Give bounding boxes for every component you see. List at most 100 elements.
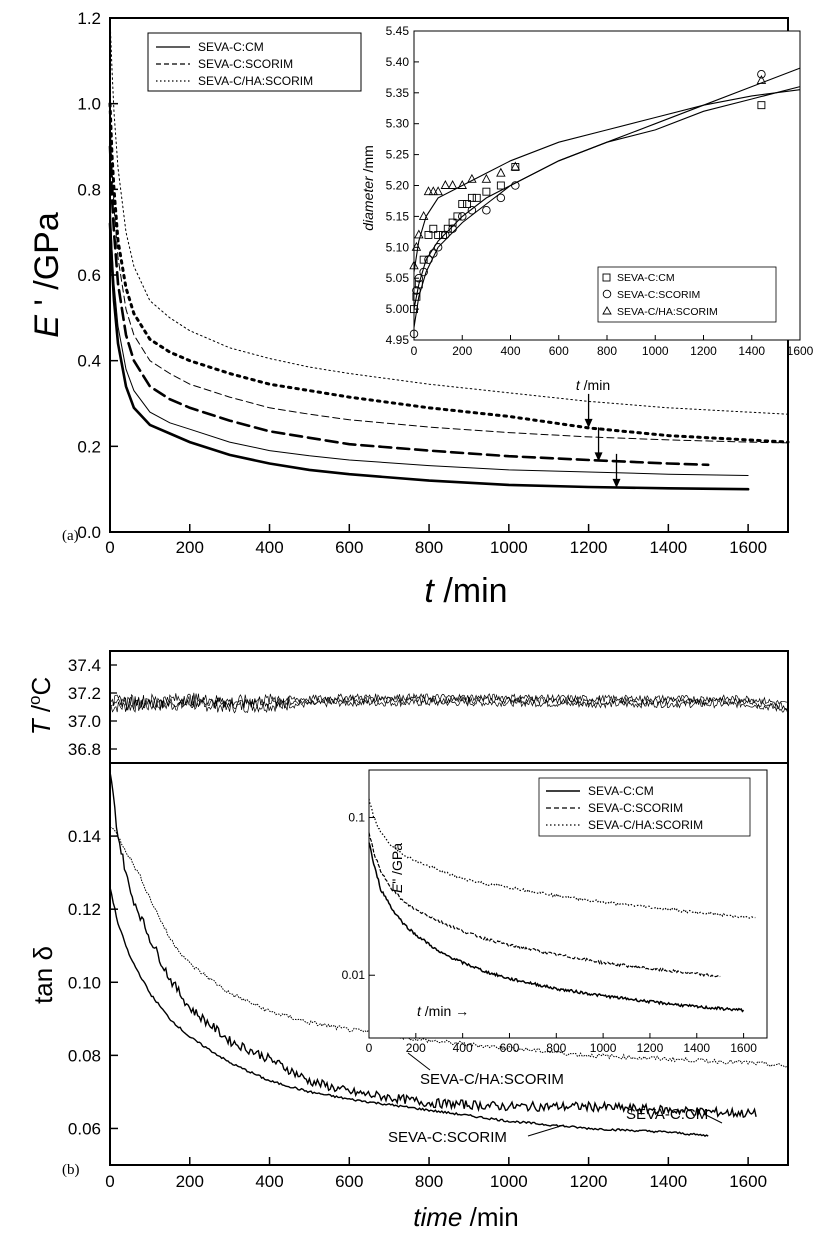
temp-ytick-label: 37.2 — [68, 684, 101, 703]
panel-b-ytick-label: 0.12 — [68, 900, 101, 919]
inset-a-point-circle — [482, 205, 491, 215]
inset-a-point-triangle — [409, 260, 419, 270]
inset-a-point-square — [453, 212, 462, 221]
inset-a-point-square — [467, 193, 476, 202]
legend-label-ha-scorim: SEVA-C/HA:SCORIM — [198, 74, 313, 88]
inset-a-xtick-label: 1200 — [690, 344, 717, 358]
panel-b-annotation-pointer — [407, 1052, 431, 1071]
panel-b-xtick-label: 1600 — [729, 1172, 767, 1191]
inset-a-point-square — [458, 200, 467, 208]
panel-b-series-annotation: SEVA-C/HA:SCORIM — [420, 1071, 564, 1088]
inset-a-point-triangle — [414, 229, 424, 239]
inset-a-point-square — [472, 193, 481, 202]
panel-a-ytick-label: 1.0 — [77, 95, 101, 114]
inset-a-point-circle — [467, 205, 477, 215]
inset-a-point-circle — [458, 212, 467, 221]
inset-a-xtick-label: 400 — [500, 344, 520, 358]
inset-a-point-triangle — [457, 180, 467, 189]
panel-b-annotation-pointer — [703, 1113, 723, 1124]
panel-a-series-line — [109, 120, 789, 444]
temperature-trace — [109, 698, 788, 714]
panel-b-ylabel: tan δ — [28, 946, 58, 1004]
panel-a-xtick-label: 800 — [415, 538, 443, 557]
inset-a-point-square — [419, 255, 428, 264]
panel-a-xtick-label: 0 — [105, 538, 114, 557]
panel-b-series-line — [109, 826, 789, 1068]
panel-b-xtick-label: 200 — [176, 1172, 204, 1191]
panel-a-legend-box — [147, 32, 362, 92]
inset-a-point-triangle — [423, 186, 434, 196]
inset-b-series-line — [368, 842, 745, 1013]
panel-a-ytick-label: 0.8 — [77, 180, 101, 199]
panel-b-xtick-label: 1400 — [649, 1172, 687, 1191]
legend-label-scorim: SEVA-C:SCORIM — [198, 57, 293, 71]
panel-b-label: (b) — [62, 1162, 80, 1178]
inset-a-point-circle — [511, 181, 520, 190]
inset-a-point-circle — [429, 249, 438, 258]
panel-a-ytick-label: 0.4 — [77, 352, 101, 371]
panel-b-chart: 0 200 400 600 800 1000 1200 1400 1600 0.06 0.08 0.1… — [28, 762, 789, 1232]
panel-b-inset-ylabel: E" /GPa — [389, 843, 405, 893]
panel-b-xtick-label: 600 — [335, 1172, 363, 1191]
panel-a-xtick-label: 1200 — [570, 538, 608, 557]
panel-b-xlabel: time /min — [413, 1202, 518, 1232]
inset-a-ytick-label: 5.20 — [386, 179, 410, 193]
inset-a-point-triangle — [496, 167, 506, 177]
panel-a-arrow-head — [612, 478, 621, 488]
panel-a-ytick-label: 0.6 — [77, 266, 101, 285]
panel-a-ylabel: E ' /GPa — [28, 212, 66, 338]
inset-a-ytick-label: 4.95 — [386, 333, 410, 347]
panel-a-xtick-label: 1600 — [729, 538, 767, 557]
panel-a-inset-ylabel: diameter /mm — [360, 145, 376, 231]
panel-a-xtick-label: 400 — [255, 538, 283, 557]
inset-b-xtick-label: 0 — [366, 1041, 373, 1055]
inset-a-ytick-label: 5.05 — [386, 271, 410, 285]
temperature-trace — [109, 695, 788, 711]
panel-a-inset-legend: SEVA-C:CM SEVA-C:SCORIM SEVA-C/HA:SCORIM — [597, 266, 777, 323]
panel-a-xtick-label: 200 — [176, 538, 204, 557]
legend-marker-square — [602, 273, 611, 282]
inset-b-xtick-label: 1400 — [683, 1041, 710, 1055]
panel-a-xtick-label: 1400 — [649, 538, 687, 557]
inset-a-ytick-label: 5.15 — [386, 209, 410, 223]
panel-b-ytick-label: 0.10 — [68, 973, 101, 992]
inset-a-point-triangle — [418, 210, 429, 220]
inset-b-xtick-label: 800 — [546, 1041, 566, 1055]
inset-b-xtick-label: 600 — [499, 1041, 519, 1055]
inset-a-ytick-label: 5.35 — [386, 86, 410, 100]
inset-a-point-circle — [424, 255, 433, 264]
inset-a-point-square — [482, 187, 491, 196]
panel-a-inset-legend-box — [597, 266, 777, 323]
inset-b-xtick-label: 1200 — [637, 1041, 664, 1055]
inset-a-point-square — [448, 218, 457, 227]
inset-a-point-circle — [448, 224, 457, 234]
panel-a-xtick-label: 600 — [335, 538, 363, 557]
panel-b-series-annotation: SEVA-C:CM — [626, 1106, 708, 1123]
inset-a-point-triangle — [440, 180, 451, 189]
inset-b-xtick-label: 1000 — [590, 1041, 617, 1055]
inset-a-point-triangle — [756, 74, 767, 84]
inset-a-point-circle — [419, 267, 428, 277]
inset-b-ytick-label: 0.1 — [348, 810, 365, 824]
inset-a-xtick-label: 600 — [549, 344, 569, 358]
inset-a-point-triangle — [510, 161, 521, 171]
panel-b-inset-legend-box — [538, 777, 751, 837]
inset-a-xtick-label: 1400 — [738, 344, 765, 358]
inset-b-xtick-label: 1600 — [730, 1041, 757, 1055]
inset-a-point-triangle — [481, 173, 492, 183]
inset-a-ytick-label: 5.10 — [386, 240, 410, 254]
inset-a-point-triangle — [411, 241, 422, 251]
panel-b-inset-legend: SEVA-C:CM SEVA-C:SCORIM SEVA-C/HA:SCORIM — [538, 777, 751, 837]
panel-b-series-line — [109, 887, 709, 1137]
inset-a-point-circle — [441, 230, 450, 240]
inset-a-point-triangle — [447, 180, 458, 189]
panel-a-ytick-label: 0.2 — [77, 437, 101, 456]
panel-a-ytick-label: 0.0 — [77, 523, 101, 542]
inset-a-point-square — [439, 230, 447, 239]
inset-legend-label-scorim: SEVA-C:SCORIM — [617, 289, 700, 301]
inset-a-ytick-label: 5.30 — [386, 117, 410, 131]
panel-b-temperature-chart: 36.8 37.0 37.2 37.4 T /oC — [25, 650, 789, 764]
inset-a-ytick-label: 5.00 — [386, 302, 410, 316]
inset-a-point-circle — [414, 273, 424, 283]
